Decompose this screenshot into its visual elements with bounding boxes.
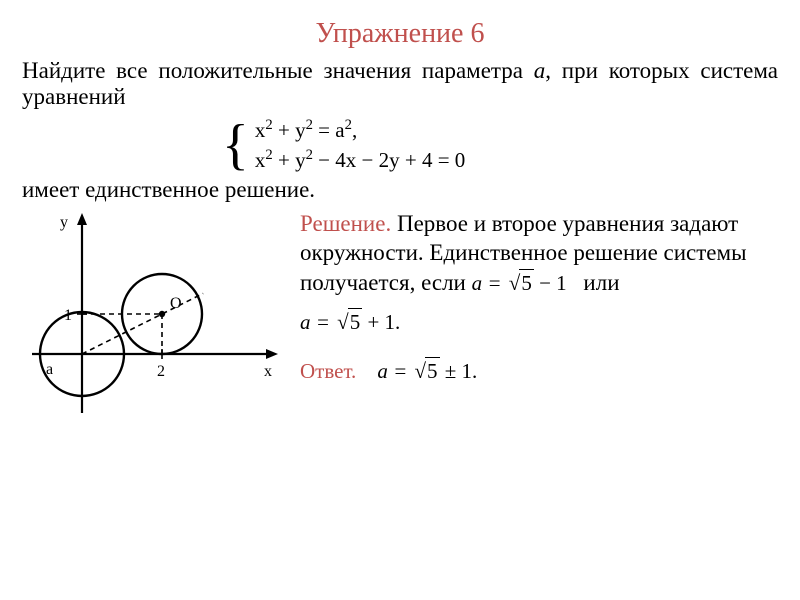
svg-text:y: y bbox=[60, 214, 68, 231]
ans-prefix: a = bbox=[377, 359, 412, 383]
answer-value: a = 5 ± 1. bbox=[377, 359, 477, 383]
val1-root: 5 bbox=[519, 269, 534, 297]
equation-system: { x2 + y2 = a2, x2 + y2 − 4x − 2y + 4 = … bbox=[222, 117, 778, 173]
val2-suffix: + 1. bbox=[362, 310, 400, 334]
answer-label: Ответ. bbox=[300, 359, 356, 383]
exercise-title: Упражнение 6 bbox=[22, 18, 778, 50]
solution-or: или bbox=[583, 270, 619, 295]
val1-suffix: − 1 bbox=[534, 271, 567, 295]
equation-1: x2 + y2 = a2, bbox=[255, 117, 465, 143]
svg-text:2: 2 bbox=[157, 363, 165, 380]
problem-param: a bbox=[534, 58, 546, 83]
answer-block: Ответ. a = 5 ± 1. bbox=[300, 357, 778, 385]
equation-2: x2 + y2 − 4x − 2y + 4 = 0 bbox=[255, 147, 465, 173]
system-brace: { bbox=[222, 121, 249, 169]
solution-value-2: a = 5 + 1. bbox=[300, 310, 400, 334]
ans-root: 5 bbox=[425, 357, 440, 385]
geometry-figure: yx12aO bbox=[22, 209, 282, 424]
svg-text:x: x bbox=[264, 363, 272, 380]
problem-statement: Найдите все положительные значения парам… bbox=[22, 58, 778, 111]
val2-prefix: a = bbox=[300, 310, 335, 334]
solution-label: Решение. bbox=[300, 211, 391, 236]
solution-value-1: a = 5 − 1 bbox=[472, 271, 572, 295]
svg-text:a: a bbox=[46, 361, 53, 378]
solution-block: Решение. Первое и второе уравнения задаю… bbox=[300, 209, 778, 385]
val2-root: 5 bbox=[348, 308, 363, 336]
problem-text-1: Найдите все положительные значения парам… bbox=[22, 58, 534, 83]
problem-condition: имеет единственное решение. bbox=[22, 177, 778, 203]
ans-suffix: ± 1. bbox=[440, 359, 478, 383]
val1-prefix: a = bbox=[472, 271, 507, 295]
